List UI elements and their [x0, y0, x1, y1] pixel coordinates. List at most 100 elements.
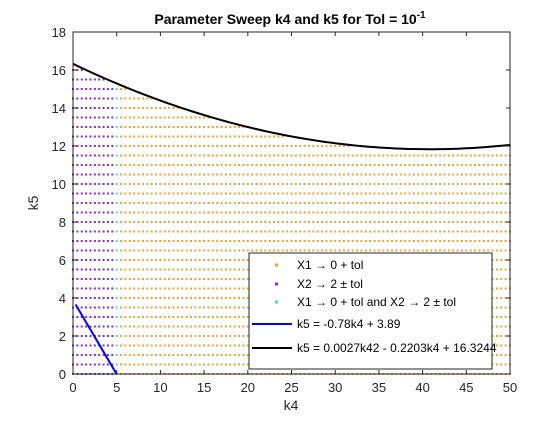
- point-x1: [482, 192, 485, 195]
- point-x1: [312, 240, 315, 242]
- point-x1: [377, 173, 380, 176]
- point-x1: [220, 335, 223, 337]
- point-x1: [478, 211, 481, 214]
- point-x1: [303, 249, 306, 252]
- point-x1: [181, 126, 184, 128]
- point-x1: [163, 211, 166, 214]
- point-x1: [163, 116, 166, 119]
- point-x1: [242, 297, 245, 299]
- point-x1: [404, 154, 407, 157]
- point-x1: [482, 221, 485, 223]
- point-x1: [504, 211, 507, 214]
- point-x1: [242, 202, 245, 204]
- point-x1: [185, 335, 188, 337]
- point-both: [115, 107, 118, 109]
- point-x1: [290, 249, 293, 252]
- legend-entry-label: k5 = -0.78k4 + 3.89: [297, 317, 401, 331]
- point-x1: [238, 268, 241, 271]
- point-x1: [168, 354, 171, 356]
- point-x1: [273, 192, 276, 195]
- point-x1: [495, 192, 498, 195]
- point-both: [115, 268, 118, 271]
- point-x2: [89, 287, 92, 290]
- point-x1: [176, 173, 179, 176]
- point-x2: [80, 78, 83, 81]
- point-x1: [504, 154, 507, 157]
- point-x1: [417, 211, 420, 214]
- point-x1: [307, 183, 310, 185]
- point-x1: [482, 173, 485, 176]
- point-x1: [220, 164, 223, 166]
- point-x1: [364, 240, 367, 242]
- point-x2: [102, 126, 105, 128]
- point-x2: [106, 107, 109, 109]
- point-x1: [246, 354, 249, 356]
- point-x2: [76, 297, 79, 299]
- point-x1: [421, 221, 424, 223]
- point-x1: [242, 306, 245, 309]
- point-x1: [198, 297, 201, 299]
- point-x1: [439, 249, 442, 252]
- point-x1: [189, 164, 192, 166]
- point-x1: [273, 154, 276, 157]
- point-x1: [465, 183, 468, 185]
- point-x1: [146, 126, 149, 128]
- point-x2: [93, 259, 96, 261]
- point-x1: [128, 107, 131, 109]
- point-x1: [504, 278, 507, 280]
- point-x1: [146, 268, 149, 271]
- point-x2: [106, 135, 109, 138]
- point-x1: [286, 145, 289, 147]
- point-x1: [246, 363, 249, 366]
- point-x1: [500, 183, 503, 185]
- point-x1: [242, 230, 245, 233]
- point-x1: [242, 183, 245, 185]
- point-x1: [299, 230, 302, 233]
- point-x1: [356, 202, 359, 204]
- point-x1: [495, 325, 498, 328]
- point-x1: [141, 325, 144, 328]
- point-x1: [211, 316, 214, 318]
- point-x1: [172, 354, 175, 356]
- point-x1: [273, 183, 276, 185]
- point-x1: [238, 145, 241, 147]
- x-tick-label: 0: [69, 380, 76, 395]
- point-x1: [255, 183, 258, 185]
- point-x1: [469, 230, 472, 233]
- point-x1: [176, 183, 179, 185]
- point-x1: [155, 202, 158, 204]
- point-x1: [425, 154, 428, 157]
- point-x1: [369, 192, 372, 195]
- point-x1: [233, 230, 236, 233]
- point-x1: [487, 164, 490, 166]
- point-x1: [369, 173, 372, 176]
- point-x1: [238, 221, 241, 223]
- point-x1: [377, 240, 380, 242]
- point-x1: [504, 240, 507, 242]
- point-x2: [89, 116, 92, 119]
- point-x1: [120, 354, 123, 356]
- point-x2: [85, 145, 88, 147]
- point-x2: [76, 78, 79, 81]
- point-x1: [478, 154, 481, 157]
- point-x1: [439, 240, 442, 242]
- point-x1: [159, 268, 162, 271]
- point-x2: [106, 240, 109, 242]
- point-x1: [504, 183, 507, 185]
- point-x1: [172, 116, 175, 119]
- point-x2: [98, 183, 101, 185]
- point-x1: [373, 183, 376, 185]
- point-x1: [417, 183, 420, 185]
- point-x2: [111, 259, 114, 261]
- point-x1: [434, 221, 437, 223]
- point-x2: [89, 192, 92, 195]
- point-x1: [150, 145, 153, 147]
- point-x1: [198, 126, 201, 128]
- point-x1: [338, 164, 341, 166]
- point-x1: [198, 354, 201, 356]
- point-x1: [229, 211, 232, 214]
- point-x1: [155, 354, 158, 356]
- point-x1: [465, 154, 468, 157]
- point-x1: [404, 230, 407, 233]
